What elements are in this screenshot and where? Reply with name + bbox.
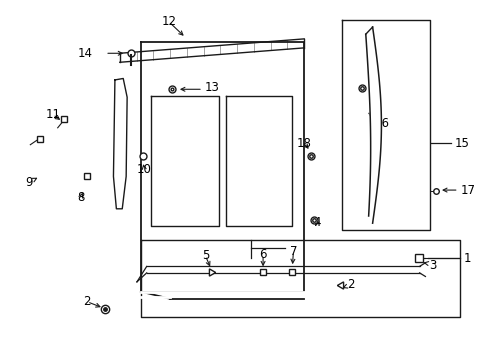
Text: 18: 18 <box>296 137 311 150</box>
Text: 2: 2 <box>83 295 91 308</box>
Text: 9: 9 <box>25 176 33 189</box>
Text: 15: 15 <box>454 137 468 150</box>
Text: 12: 12 <box>161 15 176 28</box>
Text: 13: 13 <box>204 81 219 94</box>
Text: 11: 11 <box>45 108 60 121</box>
Text: 7: 7 <box>289 245 297 258</box>
Text: 8: 8 <box>77 191 84 204</box>
Text: 6: 6 <box>259 248 266 261</box>
Text: 10: 10 <box>137 163 151 176</box>
Text: 16: 16 <box>374 117 389 130</box>
Polygon shape <box>365 27 381 223</box>
Text: 14: 14 <box>78 47 93 60</box>
Text: 2: 2 <box>346 278 354 291</box>
Text: 1: 1 <box>463 252 470 265</box>
Text: 5: 5 <box>201 249 209 262</box>
Text: 3: 3 <box>428 259 436 272</box>
Polygon shape <box>113 78 127 209</box>
Text: 17: 17 <box>460 184 475 197</box>
Text: 4: 4 <box>312 216 320 229</box>
